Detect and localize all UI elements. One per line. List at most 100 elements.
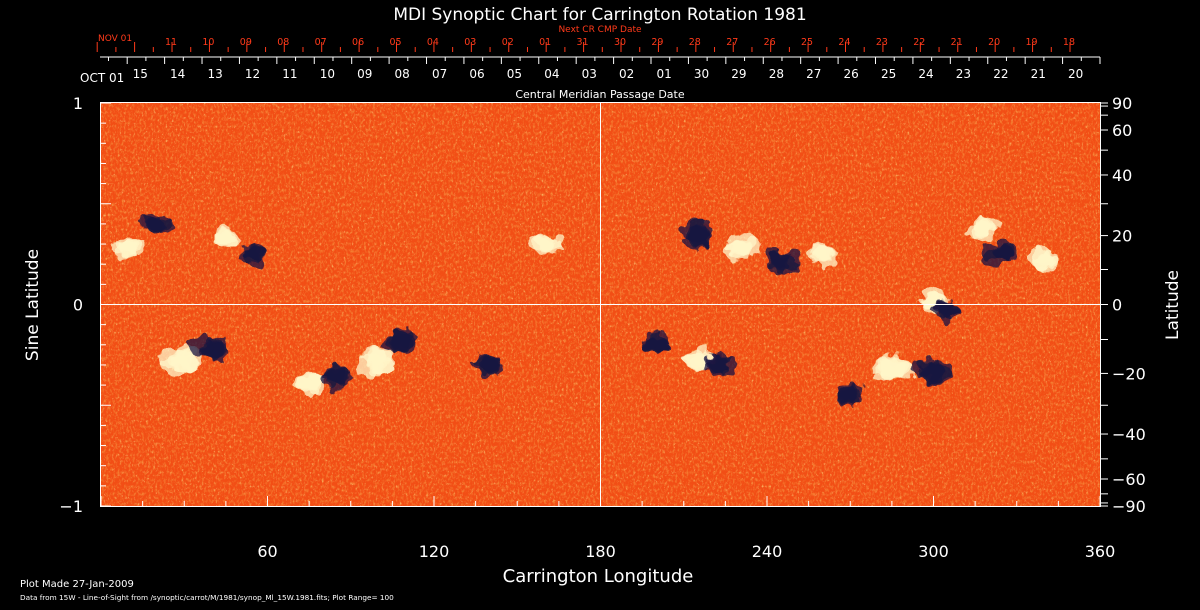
active-region-negative bbox=[186, 334, 231, 363]
cmp-date-label: 13 bbox=[207, 67, 222, 81]
region-blob bbox=[538, 234, 555, 252]
region-blob bbox=[390, 330, 411, 350]
region-blob bbox=[810, 241, 828, 258]
cmp-date-label: 20 bbox=[1068, 67, 1083, 81]
plot-area bbox=[101, 103, 1100, 506]
active-region-negative bbox=[765, 250, 802, 274]
lat-tick-label: 20 bbox=[1112, 227, 1132, 246]
active-region-positive bbox=[158, 344, 202, 376]
x-axis: 60 120 180 240 300 360 bbox=[100, 496, 1116, 561]
next-cr-date-label: 29 bbox=[651, 37, 663, 48]
region-blob bbox=[119, 240, 138, 259]
active-region-positive bbox=[528, 234, 562, 255]
x-tick-label: 180 bbox=[585, 542, 616, 561]
cmp-date-label: 08 bbox=[395, 67, 410, 81]
cmp-date-label: 03 bbox=[582, 67, 597, 81]
next-cr-date-label: 18 bbox=[1063, 37, 1075, 48]
region-blob bbox=[319, 370, 338, 389]
next-cr-date-label: 08 bbox=[277, 37, 289, 48]
cmp-date-label: 11 bbox=[282, 67, 297, 81]
active-region-positive bbox=[1026, 246, 1058, 271]
next-cr-date-label: 23 bbox=[876, 37, 888, 48]
active-region-negative bbox=[319, 365, 352, 392]
cmp-date-label: 21 bbox=[1031, 67, 1046, 81]
region-blob bbox=[920, 360, 942, 382]
chart-title: MDI Synoptic Chart for Carrington Rotati… bbox=[393, 5, 806, 25]
region-blob bbox=[725, 241, 746, 262]
region-blob bbox=[300, 378, 320, 398]
region-blob bbox=[484, 357, 501, 374]
active-region-positive bbox=[869, 354, 916, 382]
cmp-date-label: 23 bbox=[956, 67, 971, 81]
lat-tick-label: −40 bbox=[1112, 425, 1146, 444]
region-blob bbox=[839, 385, 857, 402]
cmp-date-label: 29 bbox=[731, 67, 746, 81]
cmp-date-axis: 15 14 13 12 11 10 09 08 07 06 05 04 03 02 01 30 29 28 27 26… bbox=[100, 56, 1101, 81]
cmp-date-label: 22 bbox=[993, 67, 1008, 81]
cmp-date-label: 14 bbox=[170, 67, 185, 81]
active-region-negative bbox=[641, 330, 670, 353]
next-cr-date-label: 10 bbox=[202, 37, 214, 48]
region-blob bbox=[214, 228, 231, 245]
next-cr-date-label: 31 bbox=[577, 37, 589, 48]
next-cr-date-label: 09 bbox=[240, 37, 252, 48]
x-tick-label: 360 bbox=[1085, 542, 1116, 561]
region-blob bbox=[245, 242, 263, 259]
next-cr-date-label: 25 bbox=[801, 37, 813, 48]
cmp-date-label: 04 bbox=[544, 67, 559, 81]
cmp-date-label: 05 bbox=[507, 67, 522, 81]
cmp-date-label: 15 bbox=[133, 67, 148, 81]
cmp-date-label: 27 bbox=[806, 67, 821, 81]
next-cr-date-label: 30 bbox=[614, 37, 626, 48]
plot-made-note: Plot Made 27-Jan-2009 bbox=[20, 579, 134, 590]
next-cr-date-label: 02 bbox=[502, 37, 514, 48]
y-axis-left: 1 0 −1 bbox=[59, 94, 111, 516]
next-cr-date-label: 28 bbox=[689, 37, 701, 48]
x-tick-label: 60 bbox=[257, 542, 277, 561]
active-region-negative bbox=[701, 353, 737, 377]
next-cr-date-label: 07 bbox=[315, 37, 327, 48]
x-tick-label: 120 bbox=[419, 542, 450, 561]
region-blob bbox=[880, 358, 903, 382]
y-axis-right: 90 60 40 20 0 −20 −40 −60 −90 bbox=[1100, 94, 1146, 516]
next-cr-date-label: 05 bbox=[389, 37, 401, 48]
cmp-date-label: 09 bbox=[357, 67, 372, 81]
active-region-negative bbox=[681, 219, 714, 250]
region-blob bbox=[999, 242, 1019, 263]
next-cr-date-label: 19 bbox=[1026, 37, 1038, 48]
active-region-positive bbox=[292, 371, 326, 398]
region-blob bbox=[209, 341, 231, 363]
active-region-negative bbox=[931, 300, 960, 323]
active-region-positive bbox=[357, 348, 396, 378]
active-region-negative bbox=[138, 212, 174, 235]
cmp-date-label: 26 bbox=[844, 67, 859, 81]
region-blob bbox=[689, 227, 710, 247]
cmp-date-label: 06 bbox=[469, 67, 484, 81]
active-region-negative bbox=[839, 382, 866, 407]
next-cr-date-label: 20 bbox=[988, 37, 1000, 48]
active-region-negative bbox=[380, 327, 421, 353]
lat-tick-label: 90 bbox=[1112, 94, 1132, 113]
cmp-axis-title: Central Meridian Passage Date bbox=[515, 88, 684, 101]
region-blob bbox=[158, 349, 187, 368]
cmp-date-label: 24 bbox=[918, 67, 933, 81]
next-cr-date-label: 03 bbox=[464, 37, 476, 48]
cmp-date-label: 28 bbox=[769, 67, 784, 81]
y-axis-right-label: Latitude bbox=[1163, 270, 1183, 340]
active-region-positive bbox=[213, 224, 243, 250]
active-region-negative bbox=[980, 239, 1019, 267]
cmp-date-label: 01 bbox=[656, 67, 671, 81]
next-cr-date-label: 24 bbox=[838, 37, 850, 48]
next-cr-axis: 11 10 09 08 07 06 05 04 03 02 01 31 30 29 28 27 26 25 24 23… bbox=[96, 37, 1075, 52]
lat-tick-label: −20 bbox=[1112, 364, 1146, 383]
x-axis-label: Carrington Longitude bbox=[503, 566, 694, 587]
cmp-date-label: 25 bbox=[881, 67, 896, 81]
lat-tick-label: 60 bbox=[1112, 121, 1132, 140]
active-region-positive bbox=[725, 233, 762, 263]
next-cr-date-label: 11 bbox=[165, 37, 177, 48]
region-blob bbox=[765, 250, 783, 269]
next-cr-axis-title: Next CR CMP Date bbox=[558, 25, 642, 35]
y-tick-label: −1 bbox=[59, 497, 83, 516]
active-region-negative bbox=[912, 356, 954, 384]
data-source-note: Data from 15W - Line-of-Sight from /syno… bbox=[20, 593, 394, 602]
